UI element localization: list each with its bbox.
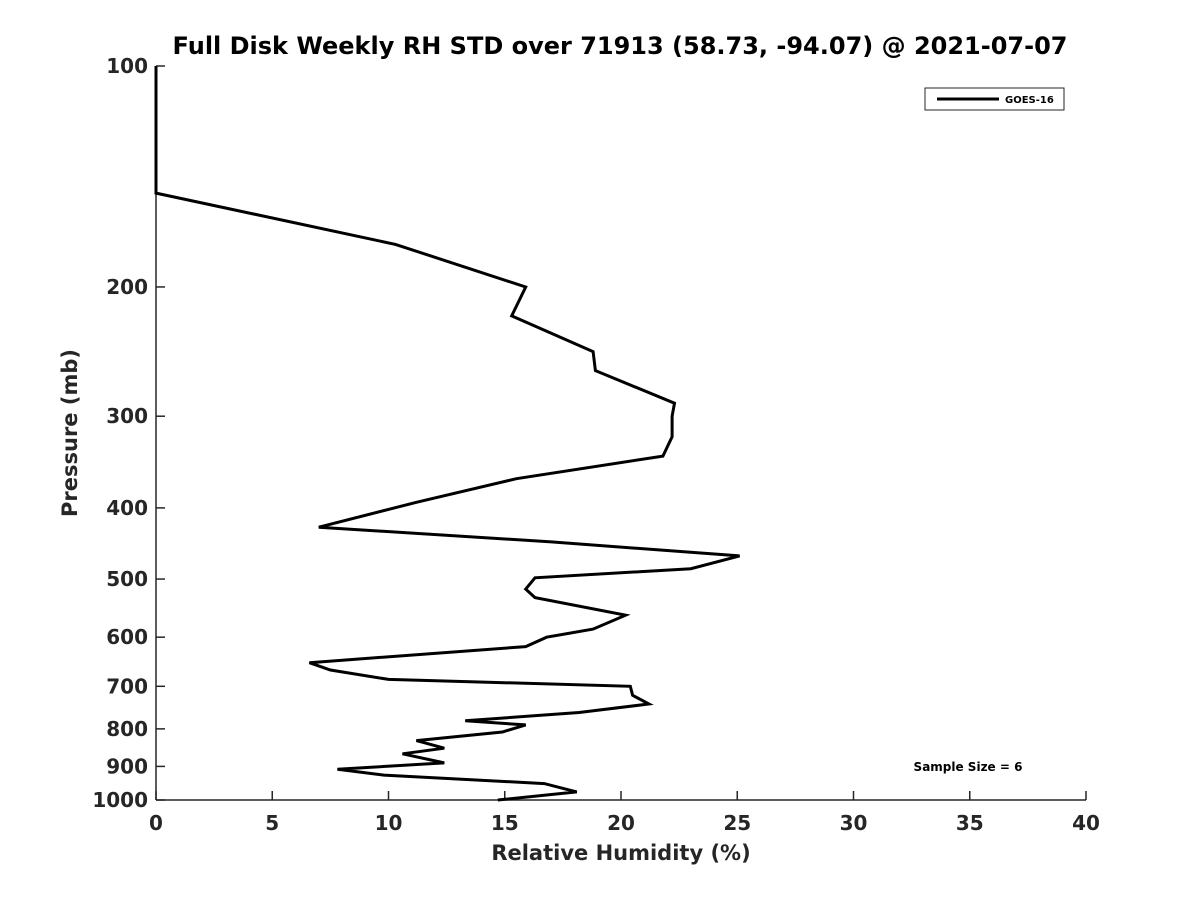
y-axis-label: Pressure (mb) xyxy=(58,349,82,517)
y-tick-label: 100 xyxy=(106,54,148,78)
x-tick-label: 30 xyxy=(840,811,868,835)
legend: GOES-16 xyxy=(924,87,1065,111)
y-tick-label: 700 xyxy=(106,674,148,698)
legend-label: GOES-16 xyxy=(1005,95,1054,106)
y-axis-ticks: 100 200 300 400 500 600 700 800 900 1000 xyxy=(92,54,165,812)
x-tick-label: 0 xyxy=(149,811,163,835)
y-tick-label: 1000 xyxy=(92,788,148,812)
x-axis-label: Relative Humidity (%) xyxy=(491,841,750,865)
x-tick-label: 25 xyxy=(723,811,751,835)
sample-size-annotation: Sample Size = 6 xyxy=(914,760,1023,774)
x-axis-ticks: 0 5 10 15 20 25 30 35 40 xyxy=(149,791,1100,835)
y-tick-label: 400 xyxy=(106,496,148,520)
y-tick-label: 200 xyxy=(106,275,148,299)
x-tick-label: 35 xyxy=(956,811,984,835)
y-tick-label: 600 xyxy=(106,625,148,649)
x-tick-label: 20 xyxy=(607,811,635,835)
y-tick-label: 300 xyxy=(106,404,148,428)
series-line-goes-16 xyxy=(154,66,740,802)
y-tick-label: 800 xyxy=(106,717,148,741)
x-tick-label: 15 xyxy=(491,811,519,835)
x-tick-label: 10 xyxy=(375,811,403,835)
x-tick-label: 40 xyxy=(1072,811,1100,835)
y-tick-label: 900 xyxy=(106,754,148,778)
x-tick-label: 5 xyxy=(265,811,279,835)
y-tick-label: 500 xyxy=(106,567,148,591)
chart-title: Full Disk Weekly RH STD over 71913 (58.7… xyxy=(173,32,1068,60)
